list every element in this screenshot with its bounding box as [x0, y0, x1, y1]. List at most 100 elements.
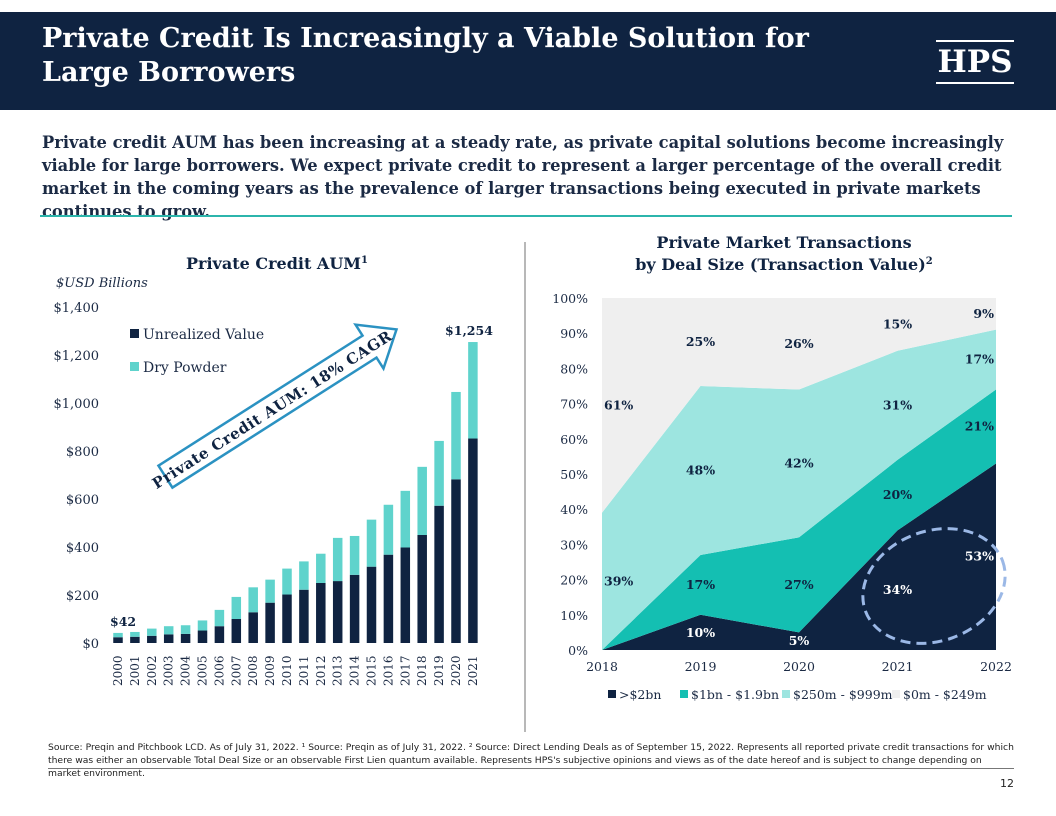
deal-data-label: 25% [686, 334, 715, 349]
logo-bottom-line [936, 82, 1014, 84]
aum-units-label: $USD Billions [56, 276, 148, 291]
deal-data-label: 53% [965, 549, 994, 564]
deal-data-label: 15% [883, 316, 912, 331]
aum-bar [383, 504, 394, 555]
aum-x-tick: 2010 [280, 655, 294, 686]
aum-bar [316, 553, 326, 583]
deal-data-label: 20% [883, 487, 912, 502]
deal-legend-label: $0m - $249m [903, 687, 987, 702]
cagr-arrow-shape [156, 323, 399, 490]
aum-x-tick: 2012 [314, 655, 328, 686]
aum-bar [332, 581, 343, 643]
deal-data-label: 27% [784, 577, 813, 592]
aum-bar [197, 630, 208, 643]
deal-data-label: 26% [784, 336, 813, 351]
aum-y-tick: $0 [82, 637, 99, 652]
aum-y-tick: $400 [66, 541, 99, 556]
aum-x-tick: 2000 [111, 655, 125, 686]
aum-bar [248, 587, 258, 613]
aum-y-tick: $1,000 [54, 397, 100, 412]
aum-bar [366, 566, 377, 643]
logo-text: HPS [937, 44, 1013, 80]
deal-x-tick: 2018 [586, 659, 618, 674]
aum-x-tick: 2003 [162, 655, 176, 686]
aum-x-tick: 2005 [196, 655, 210, 686]
aum-bar [349, 574, 360, 643]
deal-data-label: 9% [973, 306, 994, 321]
deal-y-tick: 100% [552, 291, 588, 306]
deal-legend-label: >$2bn [619, 687, 661, 702]
deal-data-label: 42% [784, 455, 813, 470]
aum-data-label: $42 [110, 614, 136, 629]
aum-bar [214, 626, 225, 643]
aum-legend-swatch [130, 329, 139, 338]
deal-y-tick: 20% [560, 573, 588, 588]
deal-y-tick: 80% [560, 361, 588, 376]
chart-divider [524, 242, 526, 732]
aum-y-tick: $1,200 [54, 349, 100, 364]
aum-x-tick: 2019 [432, 655, 446, 686]
aum-bar [468, 438, 478, 643]
aum-bar [332, 537, 343, 582]
deal-x-tick: 2021 [882, 659, 914, 674]
source-footnote: Source: Preqin and Pitchbook LCD. As of … [48, 742, 1014, 779]
aum-bar [316, 583, 326, 643]
deal-legend-swatch [892, 690, 900, 698]
deal-data-label: 5% [789, 633, 810, 648]
aum-chart-title: Private Credit AUM1 [186, 254, 368, 273]
aum-x-tick: 2011 [297, 655, 311, 686]
aum-x-tick: 2008 [246, 655, 260, 686]
aum-bar [400, 547, 411, 643]
aum-bar [130, 631, 140, 637]
aum-bar [451, 479, 461, 643]
deal-y-tick: 30% [560, 537, 588, 552]
intro-paragraph: Private credit AUM has been increasing a… [42, 133, 1004, 221]
aum-x-tick: 2006 [212, 655, 226, 686]
deal-area-layer [602, 298, 996, 513]
private-credit-aum-chart: Private Credit AUM1 $USD Billions $0 $200 $4… [54, 254, 494, 686]
aum-y-tick: $800 [66, 445, 99, 460]
aum-bar [113, 632, 123, 638]
aum-bar [265, 579, 275, 603]
aum-bar [434, 440, 444, 506]
aum-bar [299, 561, 309, 590]
aum-bar [231, 619, 242, 643]
header-bar [0, 12, 1056, 110]
deal-chart-title-line1: Private Market Transactions [656, 233, 911, 252]
aum-bar [349, 535, 360, 575]
aum-bar [417, 535, 427, 643]
deal-data-label: 61% [604, 397, 633, 412]
deal-y-tick: 60% [560, 432, 588, 447]
deal-legend-swatch [608, 690, 616, 698]
aum-bar [400, 490, 411, 548]
aum-bar [299, 589, 309, 643]
deal-data-label: 39% [604, 573, 633, 588]
aum-legend-swatch [130, 362, 139, 371]
aum-legend-label: Unrealized Value [143, 327, 264, 343]
footer-rule [48, 768, 1014, 769]
aum-bar [147, 628, 157, 636]
deal-x-tick: 2020 [783, 659, 815, 674]
aum-bar [130, 636, 140, 643]
deal-data-label: 17% [965, 352, 994, 367]
deal-data-label: 48% [686, 462, 715, 477]
deal-x-tick: 2019 [685, 659, 717, 674]
deal-data-label: 10% [686, 625, 715, 640]
aum-x-tick: 2017 [398, 655, 412, 686]
aum-bar [214, 609, 225, 627]
deal-legend-label: $250m - $999m [793, 687, 893, 702]
aum-x-tick: 2018 [415, 655, 429, 686]
deal-chart-title-line2: by Deal Size (Transaction Value)2 [635, 255, 933, 274]
deal-y-tick: 40% [560, 502, 588, 517]
aum-bar [147, 635, 157, 643]
aum-bar [282, 568, 292, 595]
aum-x-tick: 2007 [229, 655, 243, 686]
aum-y-tick: $200 [66, 589, 99, 604]
deal-data-label: 21% [965, 418, 994, 433]
aum-x-tick: 2015 [365, 655, 379, 686]
hps-logo: HPS [936, 40, 1014, 84]
aum-y-tick: $600 [66, 493, 99, 508]
aum-bar [248, 612, 258, 643]
aum-x-tick: 2020 [449, 655, 463, 686]
aum-bar [468, 342, 478, 439]
